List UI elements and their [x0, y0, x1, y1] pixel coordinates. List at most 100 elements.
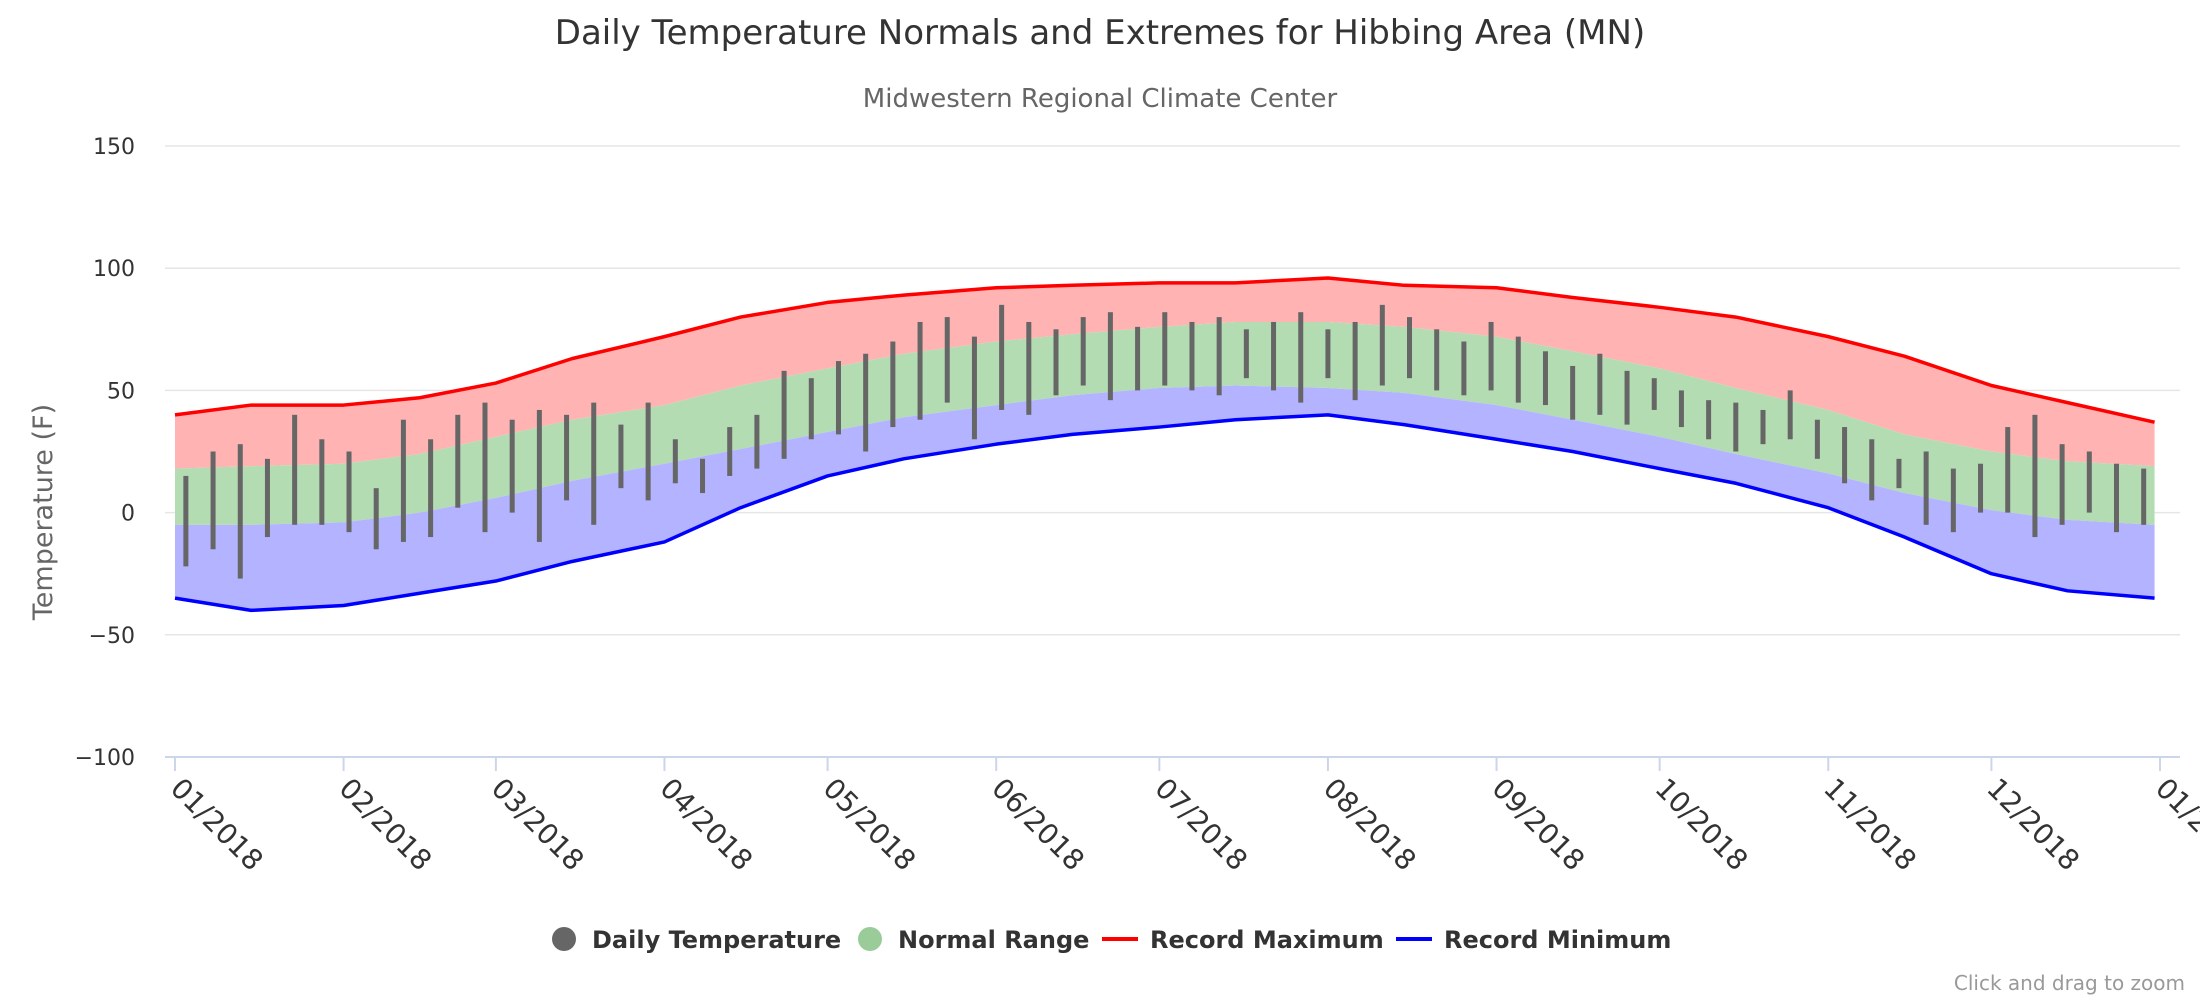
daily-temp-bar-38: [1216, 317, 1222, 396]
x-tick-label-5: 06/2018: [985, 772, 1091, 878]
daily-temp-bar-18: [672, 439, 678, 484]
daily-temp-bar-0: [183, 475, 189, 567]
daily-temp-bar-13: [536, 409, 542, 542]
daily-temp-bar-27: [917, 321, 923, 420]
x-tick-label-11: 12/2018: [1980, 772, 2086, 878]
x-tick-label-12: 01/2019: [2149, 772, 2200, 878]
daily-temp-bar-62: [1869, 439, 1875, 501]
daily-temp-bar-66: [1978, 463, 1984, 513]
daily-temp-bar-63: [1896, 458, 1902, 489]
daily-temp-bar-29: [971, 336, 977, 440]
daily-temp-bar-7: [373, 488, 379, 550]
x-tick-label-4: 05/2018: [817, 772, 923, 878]
chart-subtitle: Midwestern Regional Climate Center: [863, 84, 1338, 114]
daily-temp-bar-58: [1760, 409, 1766, 445]
daily-temp-bar-54: [1651, 378, 1657, 410]
x-tick-label-7: 08/2018: [1317, 772, 1423, 878]
daily-temp-bar-4: [292, 414, 298, 525]
daily-temp-bar-57: [1733, 402, 1739, 452]
chart-title: Daily Temperature Normals and Extremes f…: [555, 13, 1645, 53]
daily-temp-bar-36: [1162, 312, 1168, 386]
daily-temp-bar-72: [2141, 468, 2147, 525]
daily-temp-bar-14: [564, 414, 570, 501]
x-tick-label-0: 01/2018: [164, 772, 270, 878]
legend-label-1: Normal Range: [898, 926, 1089, 954]
x-tick-label-1: 02/2018: [333, 772, 439, 878]
x-tick-label-6: 07/2018: [1148, 772, 1254, 878]
y-tick-label-0: 150: [93, 135, 135, 160]
daily-temp-bar-65: [1950, 468, 1956, 533]
legend-item-0[interactable]: Daily Temperature: [552, 926, 841, 954]
daily-temp-bar-24: [835, 361, 841, 435]
daily-temp-bar-16: [618, 424, 624, 489]
daily-temp-bar-59: [1787, 390, 1793, 440]
daily-temp-bar-55: [1678, 390, 1684, 428]
daily-temp-bar-50: [1542, 351, 1548, 406]
daily-temp-bar-17: [645, 402, 651, 501]
legend-label-2: Record Maximum: [1150, 926, 1384, 954]
daily-temp-bar-43: [1352, 321, 1358, 401]
daily-temp-bar-68: [2032, 414, 2038, 538]
daily-temp-bar-45: [1407, 317, 1413, 379]
legend[interactable]: Daily Temperature Normal Range Record Maxi…: [552, 926, 1671, 954]
record-max-line: [174, 276, 2155, 424]
daily-temp-bar-10: [455, 414, 461, 508]
daily-temp-bar-67: [2005, 427, 2011, 513]
y-tick-label-1: 100: [93, 257, 135, 282]
daily-temp-bar-56: [1706, 400, 1712, 440]
daily-temp-bar-25: [863, 353, 869, 452]
area-layer: [175, 277, 2155, 611]
daily-temp-bar-42: [1325, 329, 1331, 379]
daily-temp-bar-48: [1488, 321, 1494, 391]
daily-temp-bar-37: [1189, 321, 1195, 391]
daily-temp-bar-53: [1624, 370, 1630, 425]
daily-temp-bar-1: [210, 451, 216, 550]
daily-temp-bar-33: [1080, 317, 1086, 386]
daily-temp-bar-69: [2059, 444, 2065, 525]
daily-temp-bar-22: [781, 370, 787, 459]
daily-temp-bar-70: [2086, 451, 2092, 513]
daily-temp-bar-21: [754, 414, 760, 469]
daily-temp-bar-35: [1135, 326, 1141, 391]
daily-temp-bar-15: [591, 402, 597, 525]
record-max-band: [175, 277, 2155, 469]
daily-temp-bar-40: [1271, 321, 1277, 391]
daily-temp-bar-23: [808, 378, 814, 440]
x-tick-label-10: 11/2018: [1817, 772, 1923, 878]
daily-temp-bar-47: [1461, 341, 1467, 396]
legend-symbol-0: [552, 927, 576, 951]
x-tick-label-2: 03/2018: [485, 772, 591, 878]
daily-temp-bar-49: [1515, 336, 1521, 403]
x-tick-label-8: 09/2018: [1486, 772, 1592, 878]
daily-temperature-bars: [183, 304, 2147, 579]
daily-temp-bar-2: [237, 444, 243, 579]
daily-temp-bar-64: [1923, 451, 1929, 525]
y-tick-label-2: 50: [107, 379, 135, 404]
daily-temp-bar-19: [700, 458, 706, 494]
record-lines: [174, 276, 2155, 613]
daily-temp-bar-3: [264, 458, 270, 538]
x-tick-label-3: 04/2018: [654, 772, 760, 878]
legend-item-3[interactable]: Record Minimum: [1396, 926, 1671, 954]
daily-temp-bar-12: [509, 419, 515, 513]
daily-temp-bar-52: [1597, 353, 1603, 415]
daily-temp-bar-51: [1570, 365, 1576, 420]
normal-range-band: [175, 321, 2155, 525]
daily-temp-bar-32: [1053, 329, 1059, 396]
daily-temp-bar-71: [2113, 463, 2119, 533]
record-min-band: [175, 385, 2155, 611]
daily-temp-bar-44: [1379, 304, 1385, 386]
daily-temp-bar-46: [1434, 329, 1440, 391]
zoom-hint: Click and drag to zoom: [1954, 971, 2185, 995]
y-axis-title: Temperature (F): [28, 404, 59, 621]
daily-temp-bar-60: [1814, 419, 1820, 459]
legend-item-1[interactable]: Normal Range: [858, 926, 1089, 954]
legend-label-0: Daily Temperature: [592, 926, 841, 954]
daily-temp-bar-30: [999, 304, 1005, 410]
legend-symbol-1: [858, 927, 882, 951]
y-tick-label-3: 0: [121, 502, 135, 527]
legend-item-2[interactable]: Record Maximum: [1102, 926, 1384, 954]
daily-temp-bar-31: [1026, 321, 1032, 415]
